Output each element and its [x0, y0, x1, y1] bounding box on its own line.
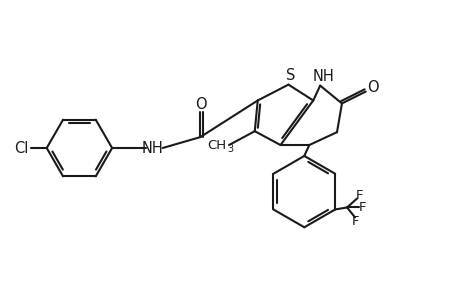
Text: F: F — [358, 201, 366, 214]
Text: O: O — [366, 80, 378, 95]
Text: Cl: Cl — [15, 140, 29, 155]
Text: F: F — [351, 215, 358, 228]
Text: 3: 3 — [227, 144, 233, 154]
Text: NH: NH — [312, 69, 333, 84]
Text: O: O — [195, 97, 207, 112]
Text: CH: CH — [207, 139, 225, 152]
Text: F: F — [355, 189, 363, 202]
Text: S: S — [285, 68, 295, 83]
Text: NH: NH — [141, 140, 163, 155]
